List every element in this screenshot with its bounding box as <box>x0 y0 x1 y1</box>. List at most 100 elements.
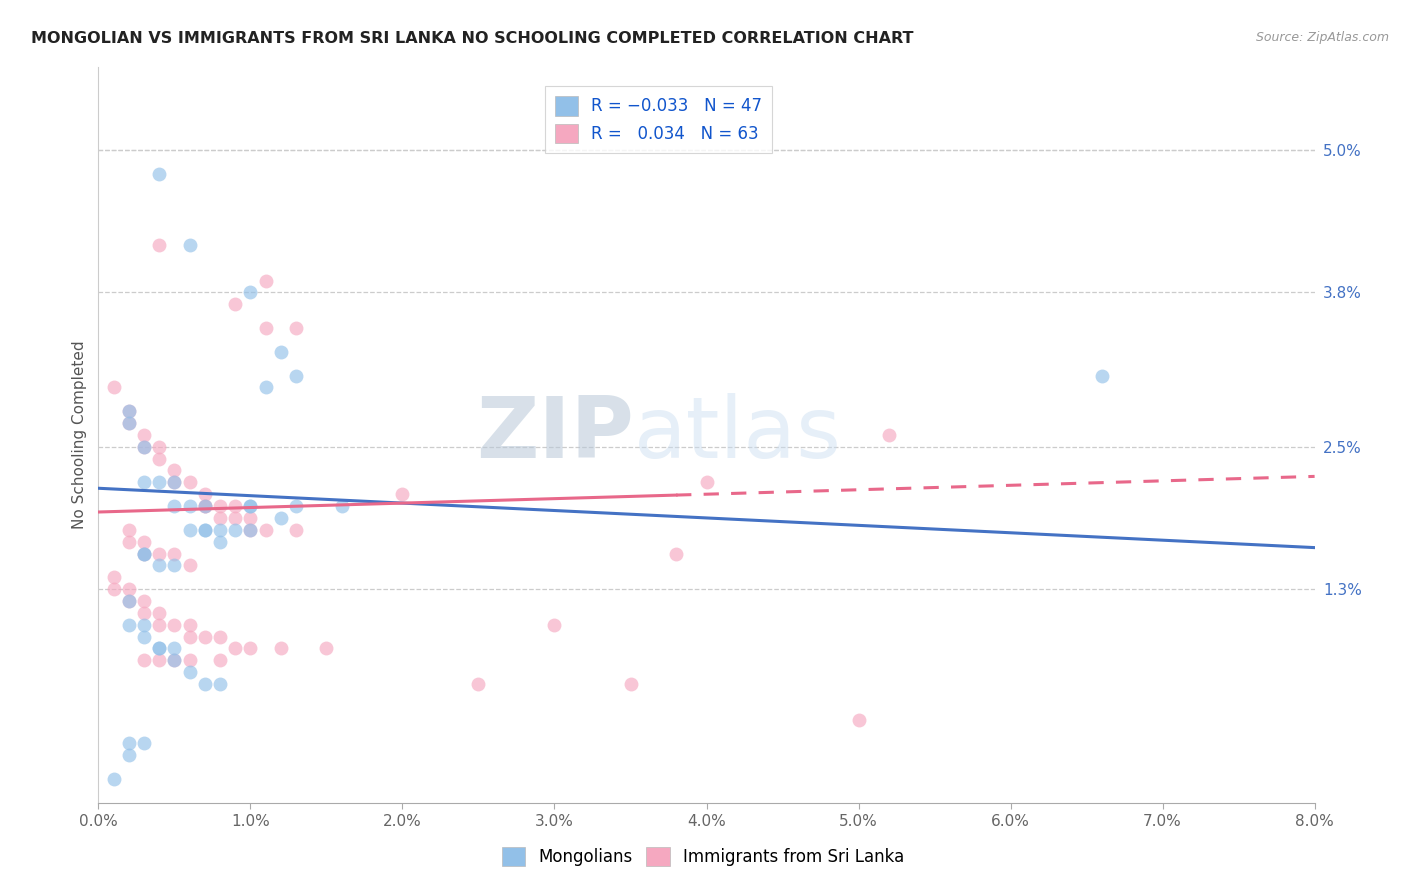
Point <box>148 641 170 656</box>
Point <box>163 641 186 656</box>
Point <box>179 617 201 632</box>
Point <box>209 653 232 667</box>
Point <box>194 677 217 691</box>
Point <box>254 523 277 537</box>
Point <box>239 523 262 537</box>
Point <box>132 534 155 549</box>
Point <box>103 570 125 584</box>
Point <box>163 475 186 490</box>
Y-axis label: No Schooling Completed: No Schooling Completed <box>72 341 87 529</box>
Point <box>194 523 217 537</box>
Point <box>239 511 262 525</box>
Point <box>194 487 217 501</box>
Point <box>179 238 201 252</box>
Point <box>118 748 141 763</box>
Point <box>132 653 155 667</box>
Point <box>148 167 170 181</box>
Point <box>224 499 246 513</box>
Point <box>224 511 246 525</box>
Point <box>270 511 292 525</box>
Point <box>118 404 141 418</box>
Point <box>163 653 186 667</box>
Point <box>224 523 246 537</box>
Point <box>148 440 170 454</box>
Point <box>163 653 186 667</box>
Point <box>132 547 155 561</box>
Point <box>163 499 186 513</box>
Point <box>285 523 308 537</box>
Point <box>285 321 308 335</box>
Point <box>132 440 155 454</box>
Point <box>285 499 308 513</box>
Point <box>254 321 277 335</box>
Point <box>148 547 170 561</box>
Point <box>179 499 201 513</box>
Point <box>179 665 201 680</box>
Point <box>163 558 186 573</box>
Point <box>118 736 141 750</box>
Point <box>163 475 186 490</box>
Text: atlas: atlas <box>634 393 842 476</box>
Point <box>209 534 232 549</box>
Point <box>132 440 155 454</box>
Point <box>118 617 141 632</box>
Point <box>148 475 170 490</box>
Point <box>270 344 292 359</box>
Point <box>194 523 217 537</box>
Point <box>254 274 277 288</box>
Point <box>163 463 186 477</box>
Point <box>224 641 246 656</box>
Legend: R = −0.033   N = 47, R =   0.034   N = 63: R = −0.033 N = 47, R = 0.034 N = 63 <box>544 87 772 153</box>
Point <box>132 736 155 750</box>
Point <box>467 677 489 691</box>
Point <box>118 594 141 608</box>
Point <box>315 641 337 656</box>
Point <box>254 380 277 394</box>
Text: MONGOLIAN VS IMMIGRANTS FROM SRI LANKA NO SCHOOLING COMPLETED CORRELATION CHART: MONGOLIAN VS IMMIGRANTS FROM SRI LANKA N… <box>31 31 914 46</box>
Point <box>239 641 262 656</box>
Point <box>118 534 141 549</box>
Point <box>179 523 201 537</box>
Point <box>148 617 170 632</box>
Point <box>665 547 688 561</box>
Point <box>132 547 155 561</box>
Point <box>163 617 186 632</box>
Point <box>148 238 170 252</box>
Point <box>877 428 900 442</box>
Point <box>132 547 155 561</box>
Point <box>103 582 125 596</box>
Point <box>132 428 155 442</box>
Point <box>103 380 125 394</box>
Point <box>194 499 217 513</box>
Point <box>148 558 170 573</box>
Point <box>696 475 718 490</box>
Point <box>239 523 262 537</box>
Point <box>285 368 308 383</box>
Point <box>118 404 141 418</box>
Legend: Mongolians, Immigrants from Sri Lanka: Mongolians, Immigrants from Sri Lanka <box>495 840 911 873</box>
Point <box>391 487 413 501</box>
Point <box>148 606 170 620</box>
Text: ZIP: ZIP <box>475 393 634 476</box>
Point <box>118 416 141 430</box>
Point <box>179 558 201 573</box>
Point <box>848 713 870 727</box>
Point <box>209 523 232 537</box>
Point <box>330 499 353 513</box>
Point <box>179 653 201 667</box>
Point <box>239 499 262 513</box>
Point <box>194 499 217 513</box>
Point <box>209 677 232 691</box>
Point <box>118 594 141 608</box>
Point <box>543 617 565 632</box>
Point <box>224 297 246 311</box>
Point <box>132 594 155 608</box>
Point <box>209 630 232 644</box>
Point <box>148 641 170 656</box>
Point <box>194 630 217 644</box>
Point <box>270 641 292 656</box>
Point <box>209 499 232 513</box>
Point <box>132 617 155 632</box>
Point <box>209 511 232 525</box>
Point <box>118 582 141 596</box>
